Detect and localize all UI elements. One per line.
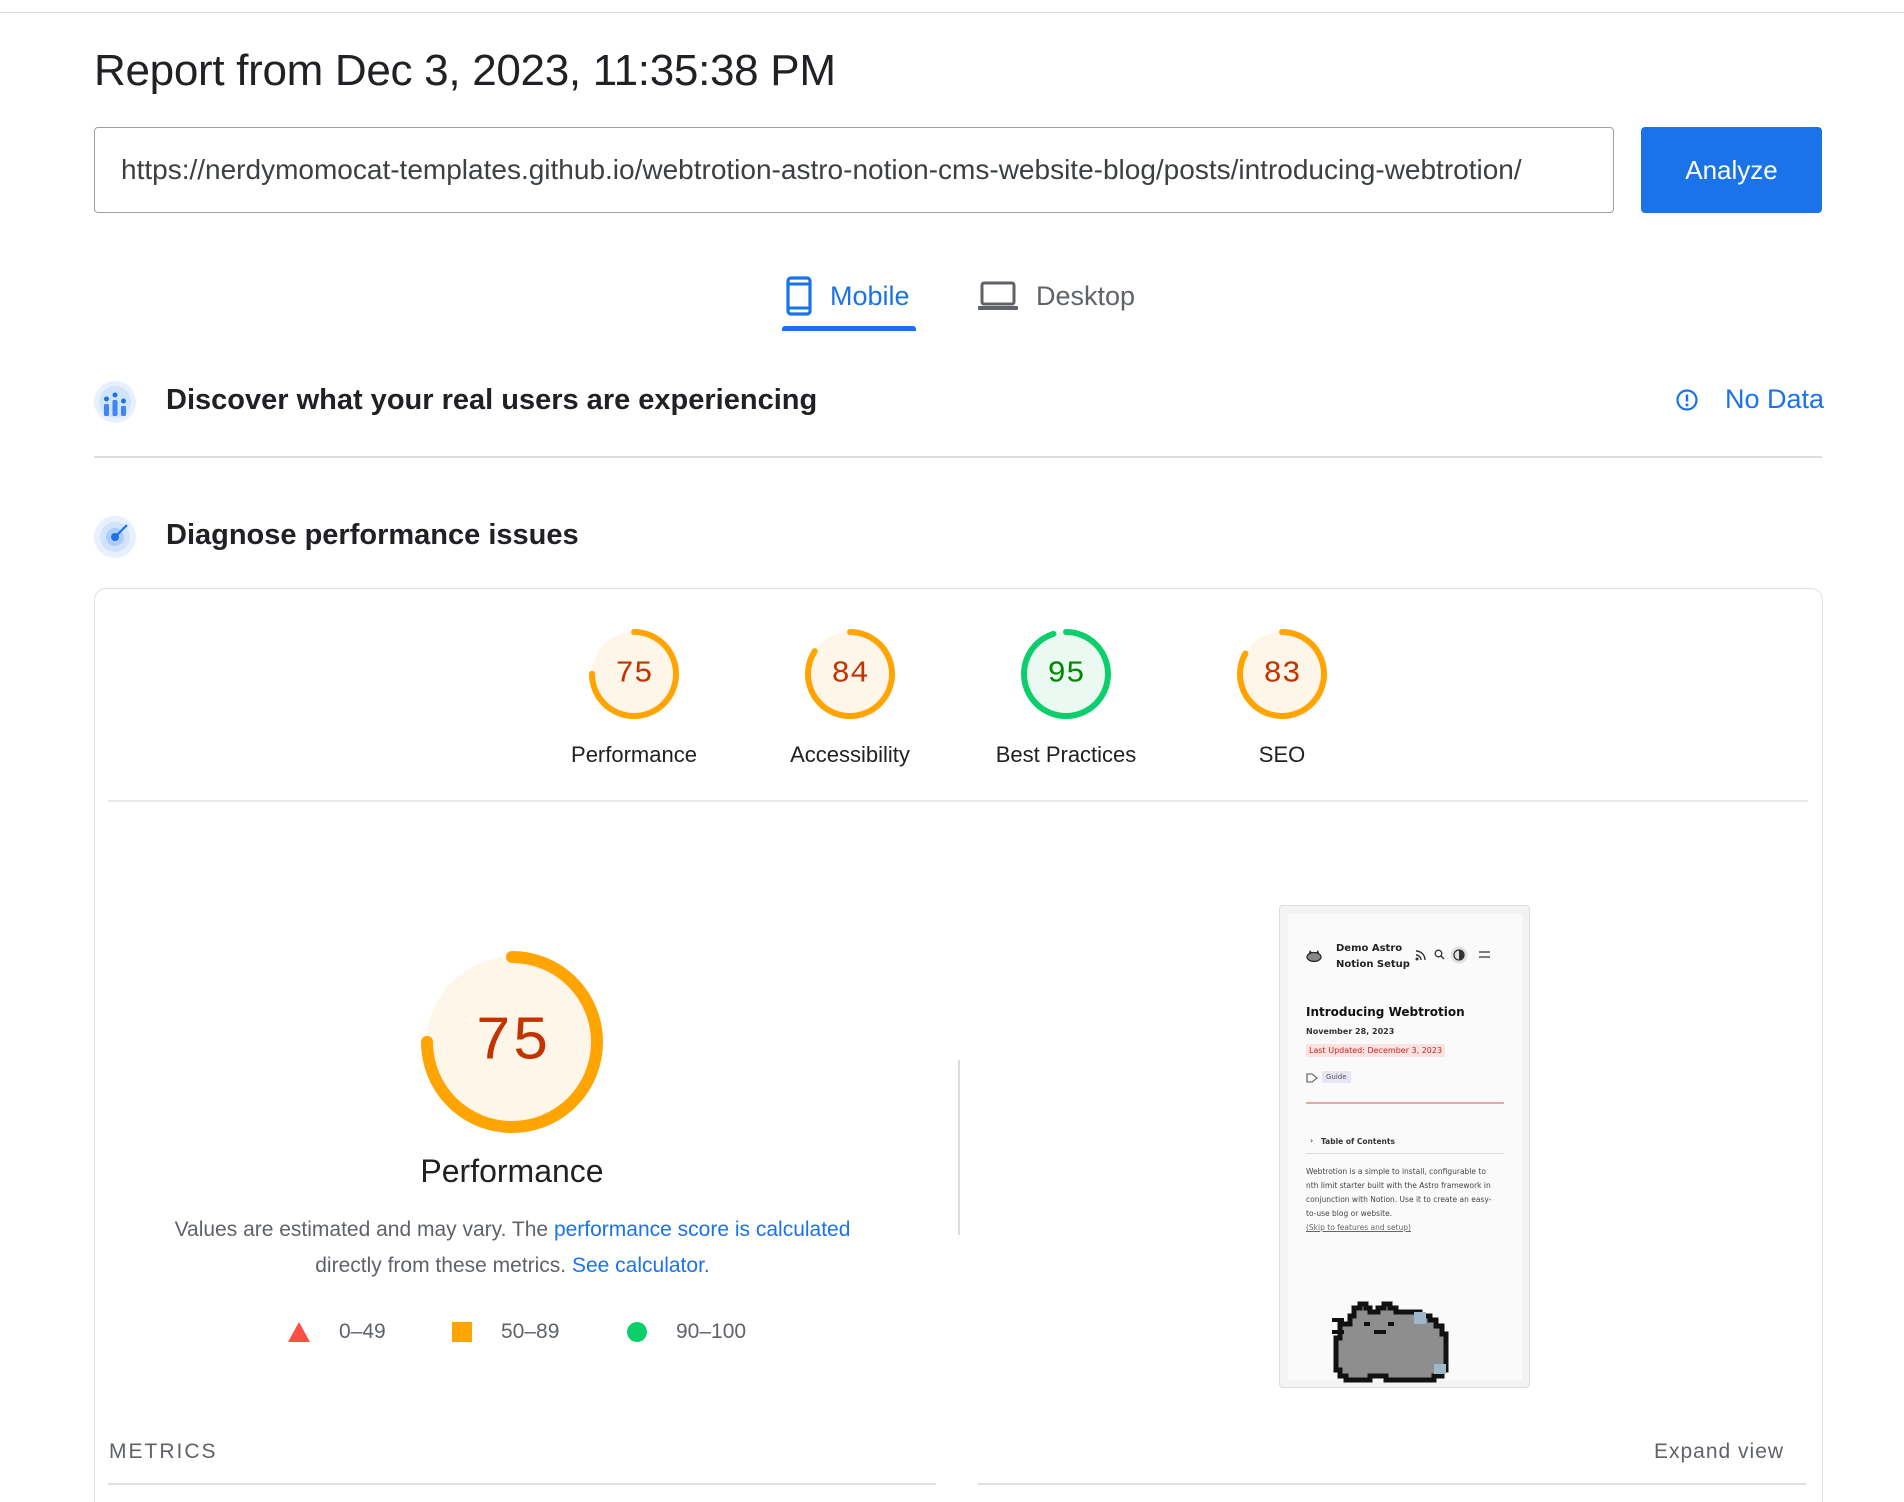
gauge-score: 75 [475, 1007, 549, 1078]
gauge-arc [805, 629, 895, 719]
metrics-divider-left [108, 1483, 936, 1485]
ss-tag: Guide [1322, 1071, 1351, 1083]
gauge-best-practices[interactable]: 95 Best Practices [976, 628, 1156, 768]
performance-title: Performance [420, 1153, 604, 1189]
pixel-cat-icon [1332, 1301, 1449, 1383]
ss-body-line: conjunction with Notion. Use it to creat… [1306, 1195, 1492, 1204]
gauge-background [1240, 632, 1324, 716]
cat-logo-icon [1306, 950, 1322, 962]
gauge-label: Performance [571, 742, 697, 767]
gauge-label: SEO [1258, 742, 1306, 767]
screenshot-page: Demo Astro Notion Setup Introducing Webt… [1288, 914, 1522, 1383]
expand-view-button[interactable]: Expand view [1654, 1440, 1785, 1463]
gauge-background [592, 632, 676, 716]
field-data-heading: Discover what your real users are experi… [166, 384, 818, 416]
legend-average: 50–89 [451, 1320, 559, 1344]
tab-selected-indicator [782, 326, 916, 331]
ss-last-updated: Last Updated: December 3, 2023 [1306, 1044, 1446, 1057]
gauge-arc [1021, 629, 1111, 719]
tab-desktop-label: Desktop [1036, 280, 1136, 311]
performance-gauge-large: 75 [420, 950, 604, 1139]
gauge-background [1024, 632, 1108, 716]
metrics-divider-right [978, 1483, 1806, 1485]
ss-toc-rule [1306, 1153, 1504, 1154]
ss-post-date: November 28, 2023 [1306, 1027, 1395, 1036]
legend-pass: 90–100 [626, 1320, 746, 1344]
ss-toc: Table of Contents [1321, 1137, 1395, 1146]
no-data-status[interactable]: No Data [1675, 384, 1824, 415]
performance-description: Values are estimated and may vary. The p… [130, 1212, 895, 1284]
ss-toc-chevron: › [1310, 1136, 1314, 1145]
circle-icon [627, 1322, 647, 1342]
gauge-score: 83 [1263, 657, 1300, 692]
section-divider [94, 456, 1822, 458]
gauge-label: Accessibility [790, 742, 910, 767]
laptop-icon [978, 281, 1018, 310]
menu-icon [1479, 951, 1490, 958]
gauge-accessibility[interactable]: 84 Accessibility [760, 628, 940, 768]
lighthouse-report-card [94, 588, 1823, 1502]
gauge-arc [589, 629, 679, 719]
target-icon [93, 515, 137, 559]
url-input[interactable] [94, 127, 1614, 213]
gauge-background [808, 632, 892, 716]
search-icon [1434, 949, 1445, 960]
phone-icon [786, 276, 812, 316]
gauge-arc [1237, 629, 1327, 719]
no-data-label: No Data [1725, 384, 1825, 414]
tab-mobile[interactable]: Mobile [786, 266, 910, 326]
gauge-score: 95 [1047, 657, 1084, 692]
page-screenshot-thumbnail[interactable]: Demo Astro Notion Setup Introducing Webt… [1279, 905, 1530, 1388]
desc-text: Values are estimated and may vary. The [174, 1218, 554, 1241]
gauge-arc [421, 951, 603, 1133]
gauge-label: Best Practices [995, 742, 1137, 767]
ss-body-line: Webtrotion is a simple to install, confi… [1306, 1167, 1486, 1176]
info-icon [1676, 388, 1698, 411]
ss-site-name-1: Demo Astro [1336, 943, 1403, 954]
triangle-icon [288, 1322, 310, 1342]
tab-mobile-label: Mobile [830, 280, 910, 311]
ss-site-name-2: Notion Setup [1336, 959, 1410, 970]
rss-icon [1415, 950, 1426, 961]
users-chart-icon [93, 380, 137, 424]
gauge-score: 75 [615, 657, 652, 692]
theme-toggle-icon [1450, 946, 1468, 964]
ss-body-line: to-use blog or website. [1306, 1209, 1393, 1218]
legend-range: 0–49 [339, 1320, 386, 1343]
analyze-button[interactable]: Analyze [1641, 127, 1822, 213]
ss-skip-link: (Skip to features and setup) [1306, 1223, 1411, 1232]
top-divider [0, 12, 1904, 13]
legend-range: 50–89 [501, 1320, 560, 1343]
square-icon [452, 1322, 472, 1342]
vertical-divider [958, 1060, 960, 1235]
desc-text: directly from these metrics. [315, 1254, 572, 1277]
ss-post-title: Introducing Webtrotion [1306, 1005, 1465, 1019]
gauge-seo[interactable]: 83 SEO [1192, 628, 1372, 768]
legend-fail: 0–49 [287, 1320, 386, 1344]
report-title: Report from Dec 3, 2023, 11:35:38 PM [94, 46, 836, 95]
gauge-background [427, 957, 597, 1127]
tag-icon [1306, 1073, 1318, 1083]
ss-divider [1306, 1102, 1504, 1104]
legend-range: 90–100 [676, 1320, 747, 1343]
gauge-divider [108, 800, 1808, 802]
gauge-score: 84 [831, 657, 868, 692]
tab-desktop[interactable]: Desktop [978, 266, 1135, 326]
gauge-performance[interactable]: 75 Performance [544, 628, 724, 768]
metrics-section-label: METRICS [109, 1440, 218, 1463]
see-calculator-link[interactable]: See calculator. [571, 1254, 710, 1277]
score-calculated-link[interactable]: performance score is calculated [553, 1218, 851, 1241]
ss-body-line: nth limit starter built with the Astro f… [1306, 1181, 1491, 1190]
lab-data-heading: Diagnose performance issues [166, 519, 579, 551]
